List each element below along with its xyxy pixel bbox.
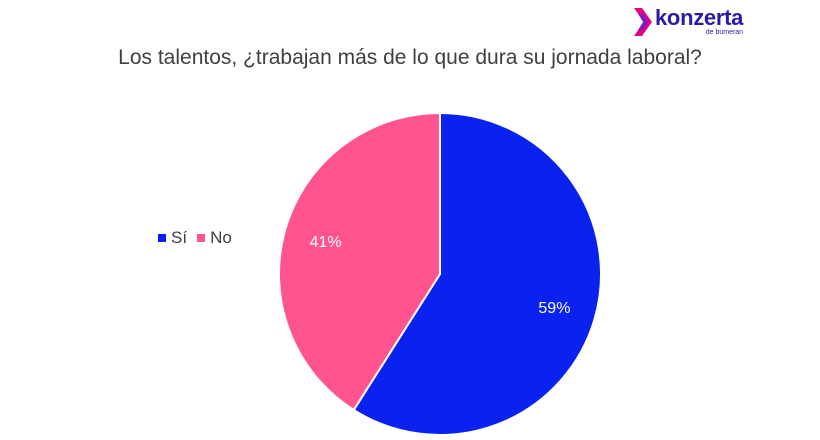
pie-slice-si xyxy=(352,111,602,436)
legend-label-si: Sí xyxy=(171,228,188,247)
pie-slice-no xyxy=(278,111,441,412)
chart-title: Los talentos, ¿trabajan más de lo que du… xyxy=(118,46,702,69)
legend-label-no: No xyxy=(210,228,232,247)
chart-legend: Sí No xyxy=(158,228,242,248)
konzerta-logo: konzerta de bumeran xyxy=(634,6,743,37)
logo-subtitle: de bumeran xyxy=(705,29,744,36)
pie-label-no: 41% xyxy=(310,234,342,251)
pie-label-si: 59% xyxy=(538,300,570,317)
logo-wordmark: konzerta xyxy=(655,5,744,30)
legend-swatch-no xyxy=(197,234,206,242)
legend-swatch-si xyxy=(158,234,166,242)
legend-item-no: No xyxy=(197,228,232,248)
legend-item-si: Sí xyxy=(158,228,187,248)
konzerta-chevron-icon xyxy=(634,8,652,36)
